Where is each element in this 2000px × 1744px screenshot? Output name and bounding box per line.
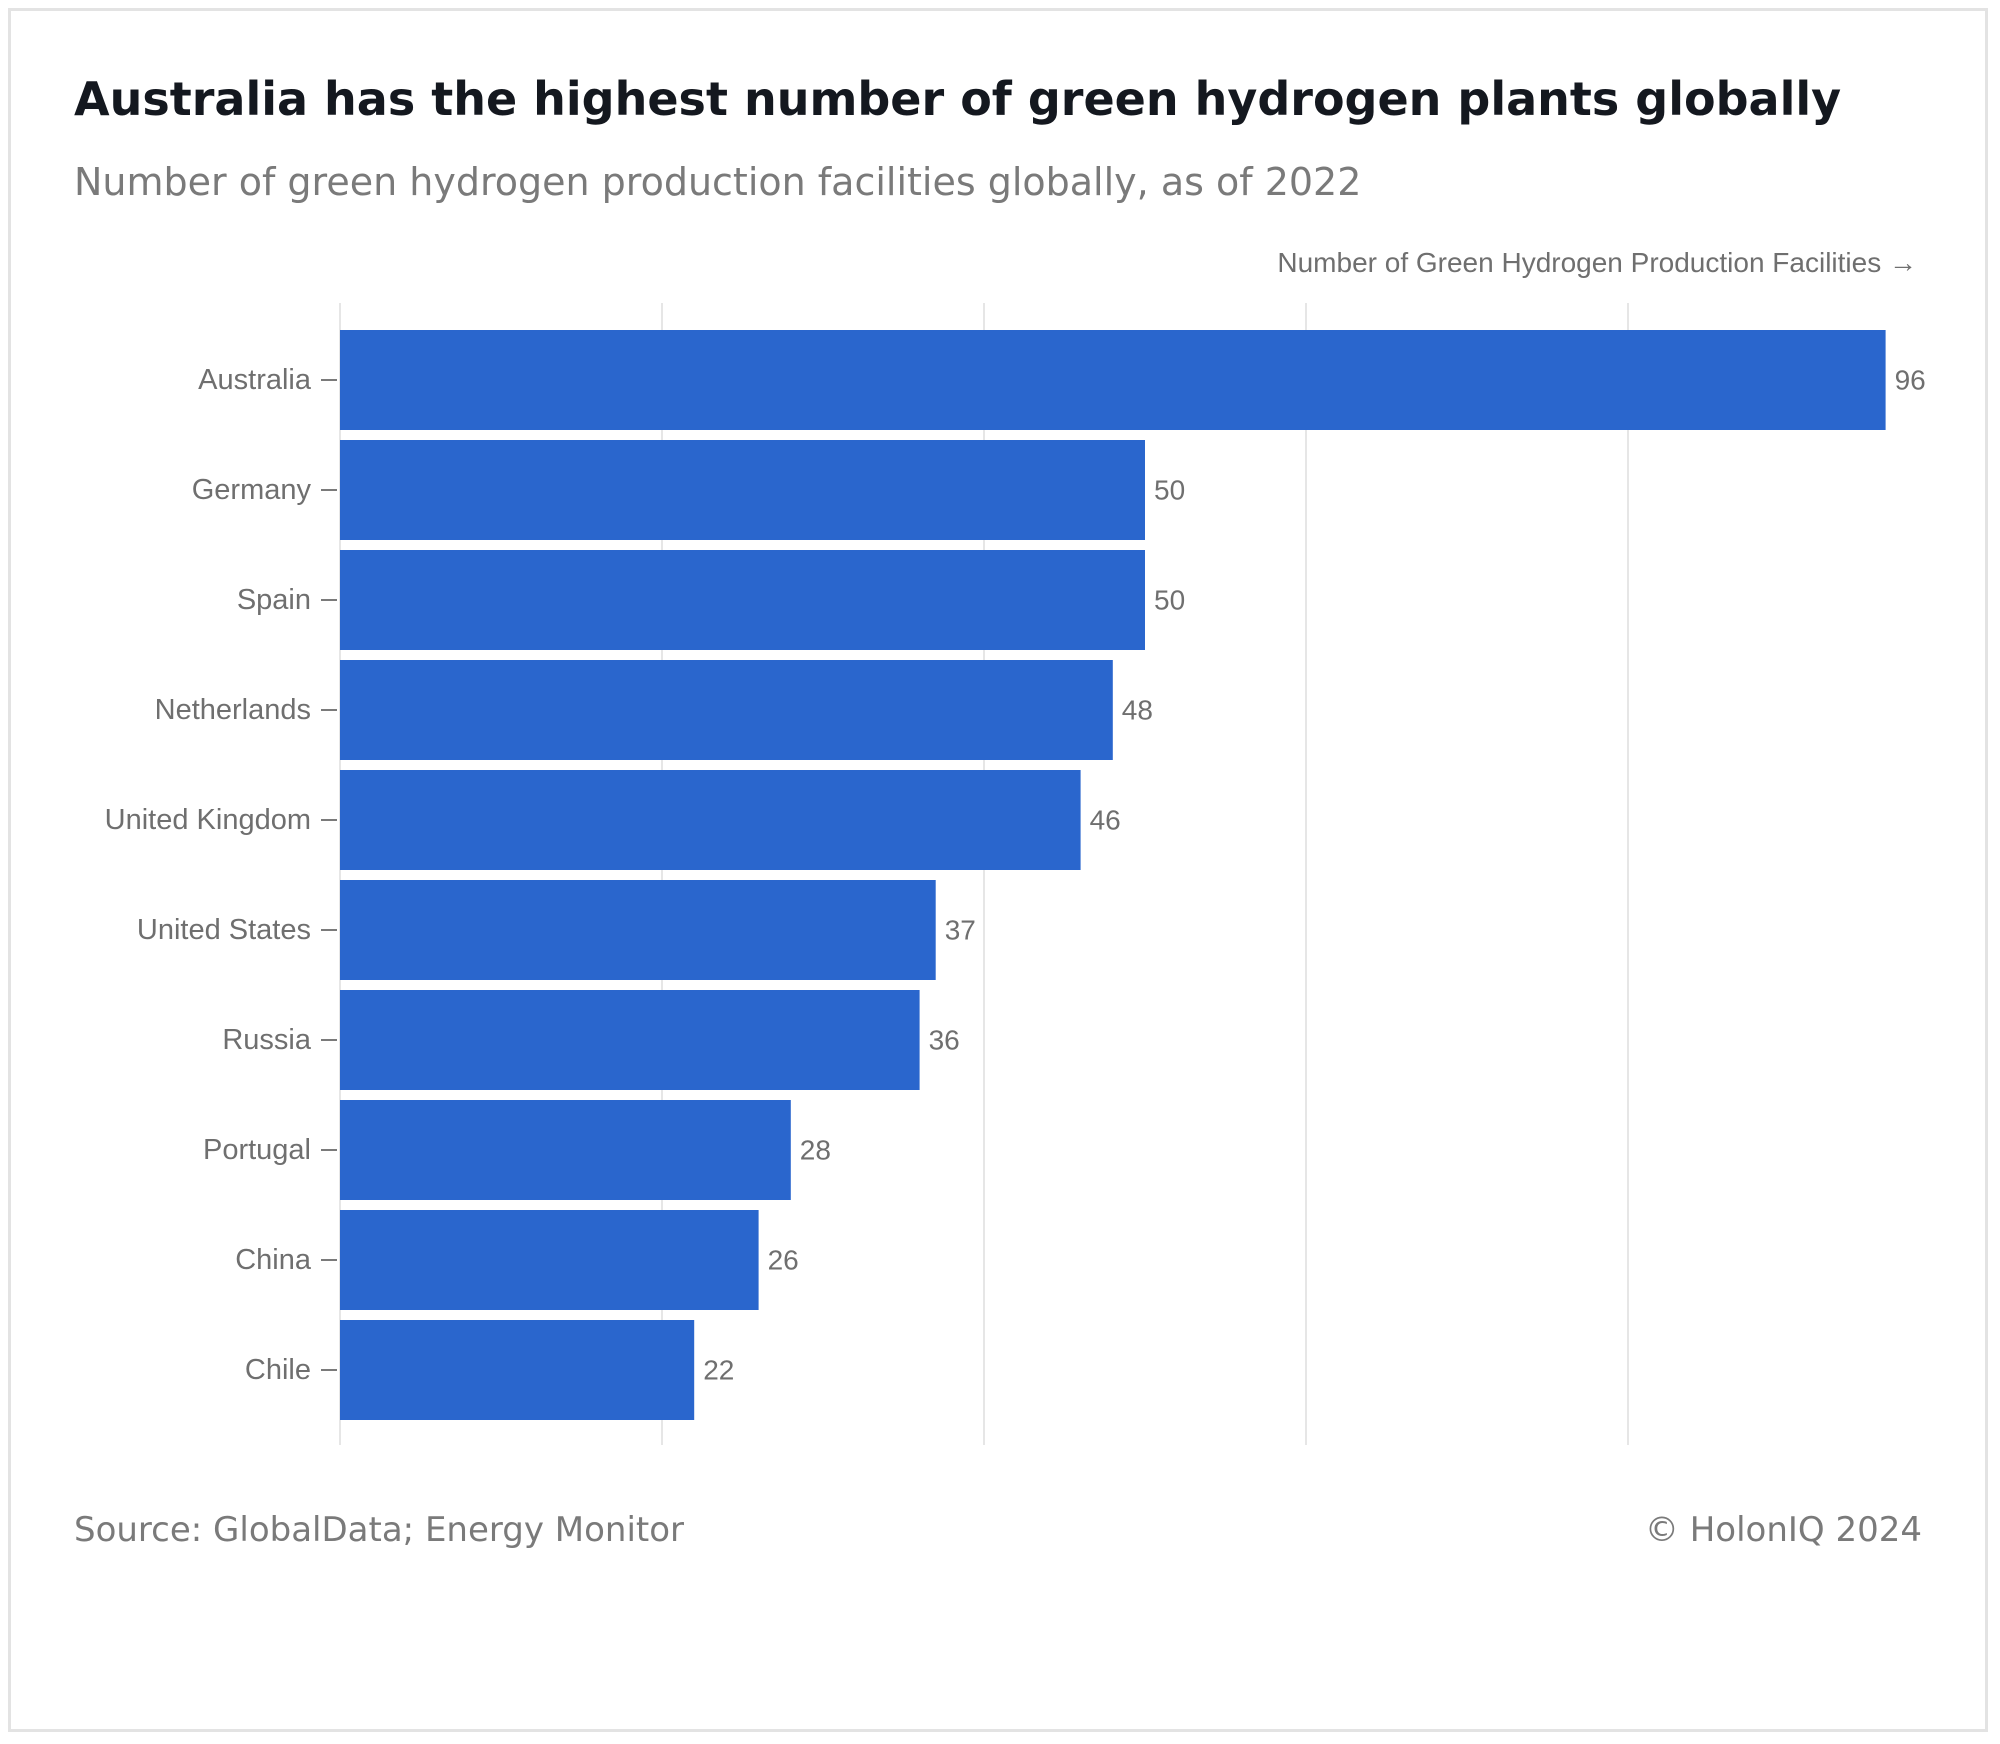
value-label: 48 xyxy=(1122,695,1153,726)
value-label: 37 xyxy=(945,915,976,946)
source-note: Source: GlobalData; Energy Monitor xyxy=(74,1510,685,1550)
category-label: Portugal xyxy=(203,1134,311,1166)
category-label: Australia xyxy=(198,364,312,396)
category-label: Spain xyxy=(237,584,311,616)
category-label: Germany xyxy=(192,474,312,506)
value-label: 28 xyxy=(800,1135,831,1166)
bars xyxy=(340,330,1886,1420)
value-label: 26 xyxy=(768,1245,799,1276)
category-label: Chile xyxy=(245,1354,311,1386)
bar xyxy=(340,990,920,1090)
bar xyxy=(340,440,1145,540)
chart-subtitle: Number of green hydrogen production faci… xyxy=(74,160,1362,204)
bar xyxy=(340,880,936,980)
x-axis-title: Number of Green Hydrogen Production Faci… xyxy=(1277,247,1917,278)
value-label: 36 xyxy=(929,1025,960,1056)
value-label: 50 xyxy=(1154,585,1185,616)
bar xyxy=(340,330,1886,430)
bar xyxy=(340,1320,695,1420)
value-label: 50 xyxy=(1154,475,1185,506)
category-labels: Australia Germany Spain Netherlands United K… xyxy=(105,364,337,1386)
category-label: Russia xyxy=(222,1024,312,1056)
copyright-note: © HolonIQ 2024 xyxy=(1644,1510,1922,1550)
value-labels: 96 50 50 48 46 37 36 28 26 22 xyxy=(703,365,1926,1386)
bar xyxy=(340,550,1145,650)
bar xyxy=(340,1100,791,1200)
bar xyxy=(340,660,1113,760)
category-label: United States xyxy=(137,914,311,946)
category-label: Netherlands xyxy=(155,694,311,726)
value-label: 96 xyxy=(1895,365,1926,396)
chart-title: Australia has the highest number of gree… xyxy=(74,72,1842,126)
bar xyxy=(340,770,1081,870)
value-label: 46 xyxy=(1090,805,1121,836)
category-label: United Kingdom xyxy=(105,804,311,836)
value-label: 22 xyxy=(703,1355,734,1386)
category-label: China xyxy=(235,1244,312,1276)
bar xyxy=(340,1210,759,1310)
